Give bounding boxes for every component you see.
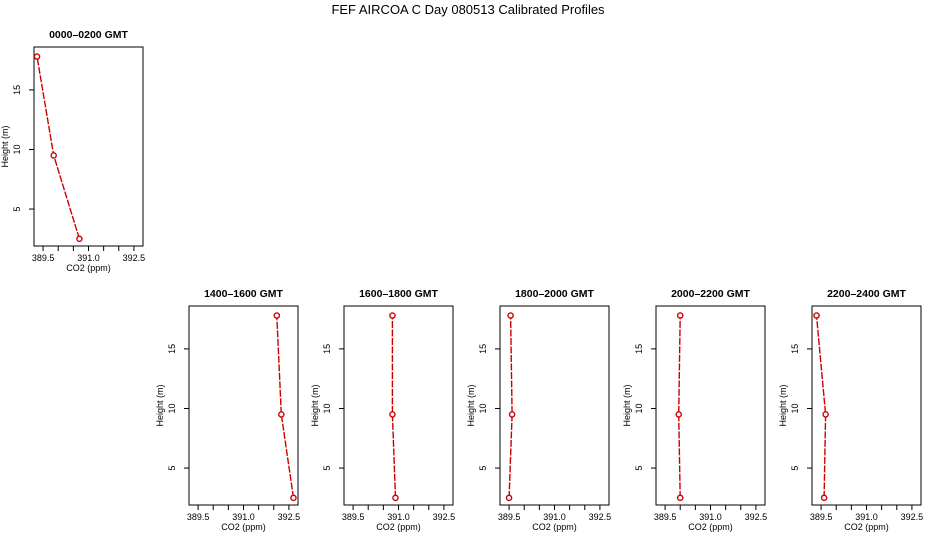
x-tick-label: 391.0 xyxy=(387,512,410,522)
y-tick-label: 15 xyxy=(478,344,488,354)
plot-frame xyxy=(343,305,454,506)
panel-0000-0200: 0000–0200 GMT 389.5 391.0 392.5 CO2 (ppm) 5 10… xyxy=(0,29,145,273)
x-tick-label: 389.5 xyxy=(654,512,677,522)
x-tick-label: 389.5 xyxy=(342,512,365,522)
profile-point xyxy=(676,494,684,502)
plot-frame xyxy=(188,305,299,506)
profile-line xyxy=(391,315,397,498)
y-tick-label: 5 xyxy=(478,466,488,471)
x-tick-label: 389.5 xyxy=(187,512,210,522)
y-tick-label: 5 xyxy=(634,466,644,471)
x-tick-label: 389.5 xyxy=(32,253,55,263)
profile-line xyxy=(276,315,295,499)
profile-point xyxy=(273,312,281,319)
y-tick-label: 5 xyxy=(322,466,332,471)
profile-point xyxy=(389,312,396,319)
profile-point xyxy=(290,494,297,502)
y-axis-label: Height (m) xyxy=(778,384,788,426)
x-axis-label: CO2 (ppm) xyxy=(688,522,733,532)
x-tick-label: 392.5 xyxy=(745,512,768,522)
y-tick-label: 10 xyxy=(12,144,22,154)
panel-1800-2000: 1800–2000 GMT 389.5 391.0 392.5 CO2 (ppm) 5 10… xyxy=(466,288,611,532)
x-axis-label: CO2 (ppm) xyxy=(66,263,111,273)
x-tick-label: 392.5 xyxy=(901,512,924,522)
profile-point xyxy=(33,53,41,60)
y-tick-label: 10 xyxy=(478,403,488,413)
y-tick-label: 5 xyxy=(12,207,22,212)
y-axis-label: Height (m) xyxy=(310,384,320,426)
x-axis-label: CO2 (ppm) xyxy=(376,522,421,532)
x-tick-label: 392.5 xyxy=(589,512,612,522)
profile-point xyxy=(392,494,399,502)
y-tick-label: 10 xyxy=(790,403,800,413)
x-tick-label: 391.0 xyxy=(699,512,722,522)
x-axis-label: CO2 (ppm) xyxy=(532,522,577,532)
x-axis-label: CO2 (ppm) xyxy=(221,522,266,532)
x-tick-label: 391.0 xyxy=(855,512,878,522)
y-tick-label: 10 xyxy=(322,403,332,413)
plot-frame xyxy=(499,305,610,506)
panel-2000-2200: 2000–2200 GMT 389.5 391.0 392.5 CO2 (ppm) 5 10… xyxy=(622,288,767,532)
x-tick-label: 392.5 xyxy=(123,253,146,263)
profile-line xyxy=(815,315,827,498)
profile-line xyxy=(508,315,513,498)
y-axis-label: Height (m) xyxy=(0,125,10,167)
profile-line xyxy=(36,56,81,240)
profile-point xyxy=(820,494,828,502)
x-tick-label: 391.0 xyxy=(77,253,100,263)
panel-1600-1800: 1600–1800 GMT 389.5 391.0 392.5 CO2 (ppm) 5 10… xyxy=(310,288,455,532)
profile-point xyxy=(278,411,285,418)
x-tick-label: 389.5 xyxy=(498,512,521,522)
plot-frame xyxy=(33,46,144,247)
profile-point xyxy=(389,411,396,418)
panel-title: 2200–2400 GMT xyxy=(827,288,906,300)
profile-point xyxy=(676,312,684,319)
y-tick-label: 15 xyxy=(790,344,800,354)
profile-point xyxy=(675,411,683,418)
y-axis-label: Height (m) xyxy=(466,384,476,426)
x-axis-label: CO2 (ppm) xyxy=(844,522,889,532)
y-tick-label: 5 xyxy=(167,466,177,471)
y-tick-label: 15 xyxy=(634,344,644,354)
panel-title: 0000–0200 GMT xyxy=(49,29,128,41)
y-tick-label: 10 xyxy=(167,403,177,413)
profile-point xyxy=(76,235,83,243)
panel-title: 1800–2000 GMT xyxy=(515,288,594,300)
y-tick-label: 15 xyxy=(12,85,22,95)
profile-point xyxy=(822,411,829,418)
x-tick-label: 392.5 xyxy=(433,512,456,522)
plot-frame xyxy=(655,305,766,506)
y-axis-label: Height (m) xyxy=(622,384,632,426)
y-tick-label: 10 xyxy=(634,403,644,413)
panel-2200-2400: 2200–2400 GMT 389.5 391.0 392.5 CO2 (ppm) 5 10… xyxy=(778,288,923,532)
plot-frame xyxy=(811,305,922,506)
figure-title: FEF AIRCOA C Day 080513 Calibrated Profi… xyxy=(331,2,605,17)
y-tick-label: 15 xyxy=(167,344,177,354)
profile-point xyxy=(507,312,514,319)
panel-title: 1400–1600 GMT xyxy=(204,288,283,300)
profile-point xyxy=(813,312,820,319)
x-tick-label: 391.0 xyxy=(543,512,566,522)
panel-title: 2000–2200 GMT xyxy=(671,288,750,300)
panel-1400-1600: 1400–1600 GMT 389.5 391.0 392.5 CO2 (ppm) 5 10… xyxy=(155,288,300,532)
profile-point xyxy=(50,152,57,159)
x-tick-label: 392.5 xyxy=(278,512,301,522)
x-tick-label: 391.0 xyxy=(232,512,255,522)
profile-point xyxy=(508,411,516,418)
y-axis-label: Height (m) xyxy=(155,384,165,426)
x-tick-label: 389.5 xyxy=(810,512,833,522)
y-tick-label: 5 xyxy=(790,466,800,471)
profile-line xyxy=(677,315,681,498)
panel-title: 1600–1800 GMT xyxy=(359,288,438,300)
profile-point xyxy=(505,494,513,502)
y-tick-label: 15 xyxy=(322,344,332,354)
